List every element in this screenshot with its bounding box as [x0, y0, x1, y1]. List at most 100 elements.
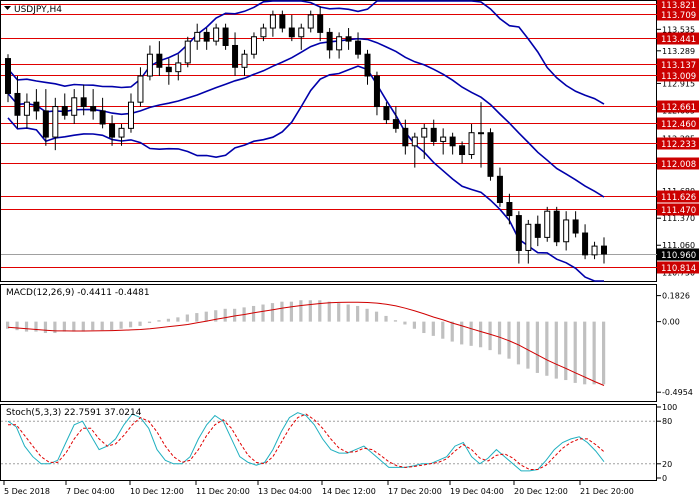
candle-bull-body — [118, 127, 125, 138]
candle — [411, 132, 418, 168]
candle-bull-body — [127, 101, 134, 129]
macd-histogram-bar — [24, 321, 29, 332]
candle-bull-body — [336, 36, 343, 51]
macd-histogram-bar — [516, 321, 521, 365]
price-level-label-box — [657, 0, 699, 11]
candle — [582, 224, 589, 260]
candle-bear-body — [90, 106, 97, 112]
macd-histogram-bar — [91, 321, 95, 331]
macd-histogram-bar — [166, 318, 171, 322]
candle-bull-body — [146, 53, 153, 77]
macd-histogram-bar — [526, 321, 530, 369]
macd-histogram-bar — [346, 304, 350, 322]
price-level-label: 113.009 — [661, 72, 696, 82]
candle — [194, 23, 201, 50]
candle — [534, 215, 541, 247]
macd-histogram-bar — [337, 303, 341, 322]
candle — [175, 54, 182, 81]
macd-histogram-bar — [251, 305, 256, 322]
candle-bear-body — [5, 58, 11, 94]
candle-bear-body — [402, 127, 409, 147]
price-level-label: 110.814 — [661, 264, 696, 274]
candle-bull-body — [184, 40, 191, 64]
macd-tick-label: 0.00 — [662, 318, 680, 327]
time-tick-label: 20 Dec 12:00 — [514, 487, 568, 496]
candle — [33, 89, 40, 120]
candle — [80, 84, 87, 116]
candle-bear-body — [165, 66, 172, 73]
candle-bear-body — [345, 36, 352, 42]
candle — [118, 123, 125, 146]
macd-histogram-bar — [185, 314, 189, 322]
candle — [250, 32, 257, 59]
macd-histogram-bar — [110, 321, 114, 331]
price-level-label-box — [657, 8, 699, 21]
candle-bear-body — [99, 110, 106, 125]
price-chart-title: USDJPY,H4 — [14, 5, 62, 15]
candle — [184, 36, 191, 68]
stoch-title: Stoch(5,3,3) 22.7591 37.0214 — [6, 408, 142, 418]
candle — [430, 119, 437, 146]
candle-bear-body — [572, 219, 579, 234]
macd-histogram-bar — [545, 321, 549, 376]
candle-bear-body — [534, 223, 541, 238]
price-level-label: 112.233 — [661, 140, 696, 150]
candle — [269, 10, 276, 37]
candle-bear-body — [496, 175, 503, 203]
candle — [156, 41, 163, 77]
macd-histogram-bar — [403, 321, 407, 325]
bollinger-upper-band — [7, 0, 605, 105]
macd-histogram-bar — [356, 305, 360, 322]
candle-bull-body — [478, 132, 485, 135]
price-tick-label: 113.289 — [662, 47, 695, 56]
candle — [364, 49, 371, 85]
candle — [307, 10, 314, 33]
candle — [260, 23, 267, 42]
candle — [544, 206, 551, 242]
macd-histogram-bar — [460, 321, 464, 345]
candle-bear-body — [392, 119, 399, 129]
macd-histogram-bar — [431, 321, 435, 336]
stoch-tick-label: 20 — [662, 460, 672, 469]
candle — [90, 89, 97, 120]
candle-bear-body — [203, 31, 210, 42]
candle — [222, 23, 229, 50]
collapse-triangle-icon[interactable] — [4, 6, 11, 10]
time-tick-label: 19 Dec 04:00 — [450, 487, 504, 496]
candle-bull-body — [241, 53, 248, 68]
price-levels — [1, 4, 657, 268]
candle-bull-body — [213, 27, 220, 42]
candle-bear-body — [430, 127, 437, 142]
time-tick-label: 7 Dec 04:00 — [66, 487, 115, 496]
macd-histogram-bar — [62, 321, 66, 332]
candle — [165, 58, 172, 85]
stoch-tick-label: 80 — [662, 417, 672, 426]
macd-histogram-bar — [393, 320, 398, 322]
price-level-label-box — [657, 190, 699, 203]
candle-bull-body — [440, 136, 447, 142]
candle — [383, 102, 390, 124]
stoch-lines — [7, 412, 605, 472]
macd-histogram-bar — [157, 320, 161, 322]
macd-histogram-bar — [592, 321, 596, 385]
candle-bear-body — [383, 106, 390, 121]
candle-bear-body — [373, 75, 380, 108]
candle — [459, 141, 466, 164]
macd-histogram-bar — [479, 321, 483, 348]
candle — [241, 49, 248, 77]
candle-bear-body — [42, 110, 49, 138]
macd-histogram-bar — [270, 303, 275, 322]
macd-histogram-bar — [280, 301, 284, 322]
candle — [553, 206, 560, 247]
candle-bear-body — [553, 210, 560, 243]
candle-bear-body — [355, 40, 362, 55]
candle — [61, 93, 68, 120]
current-price-box — [657, 248, 699, 261]
bollinger-middle-band — [7, 37, 605, 198]
macd-histogram-bar — [204, 311, 208, 322]
time-tick-label: 13 Dec 04:00 — [258, 487, 312, 496]
candle — [487, 128, 494, 181]
stoch-tick-label: 100 — [662, 403, 677, 412]
